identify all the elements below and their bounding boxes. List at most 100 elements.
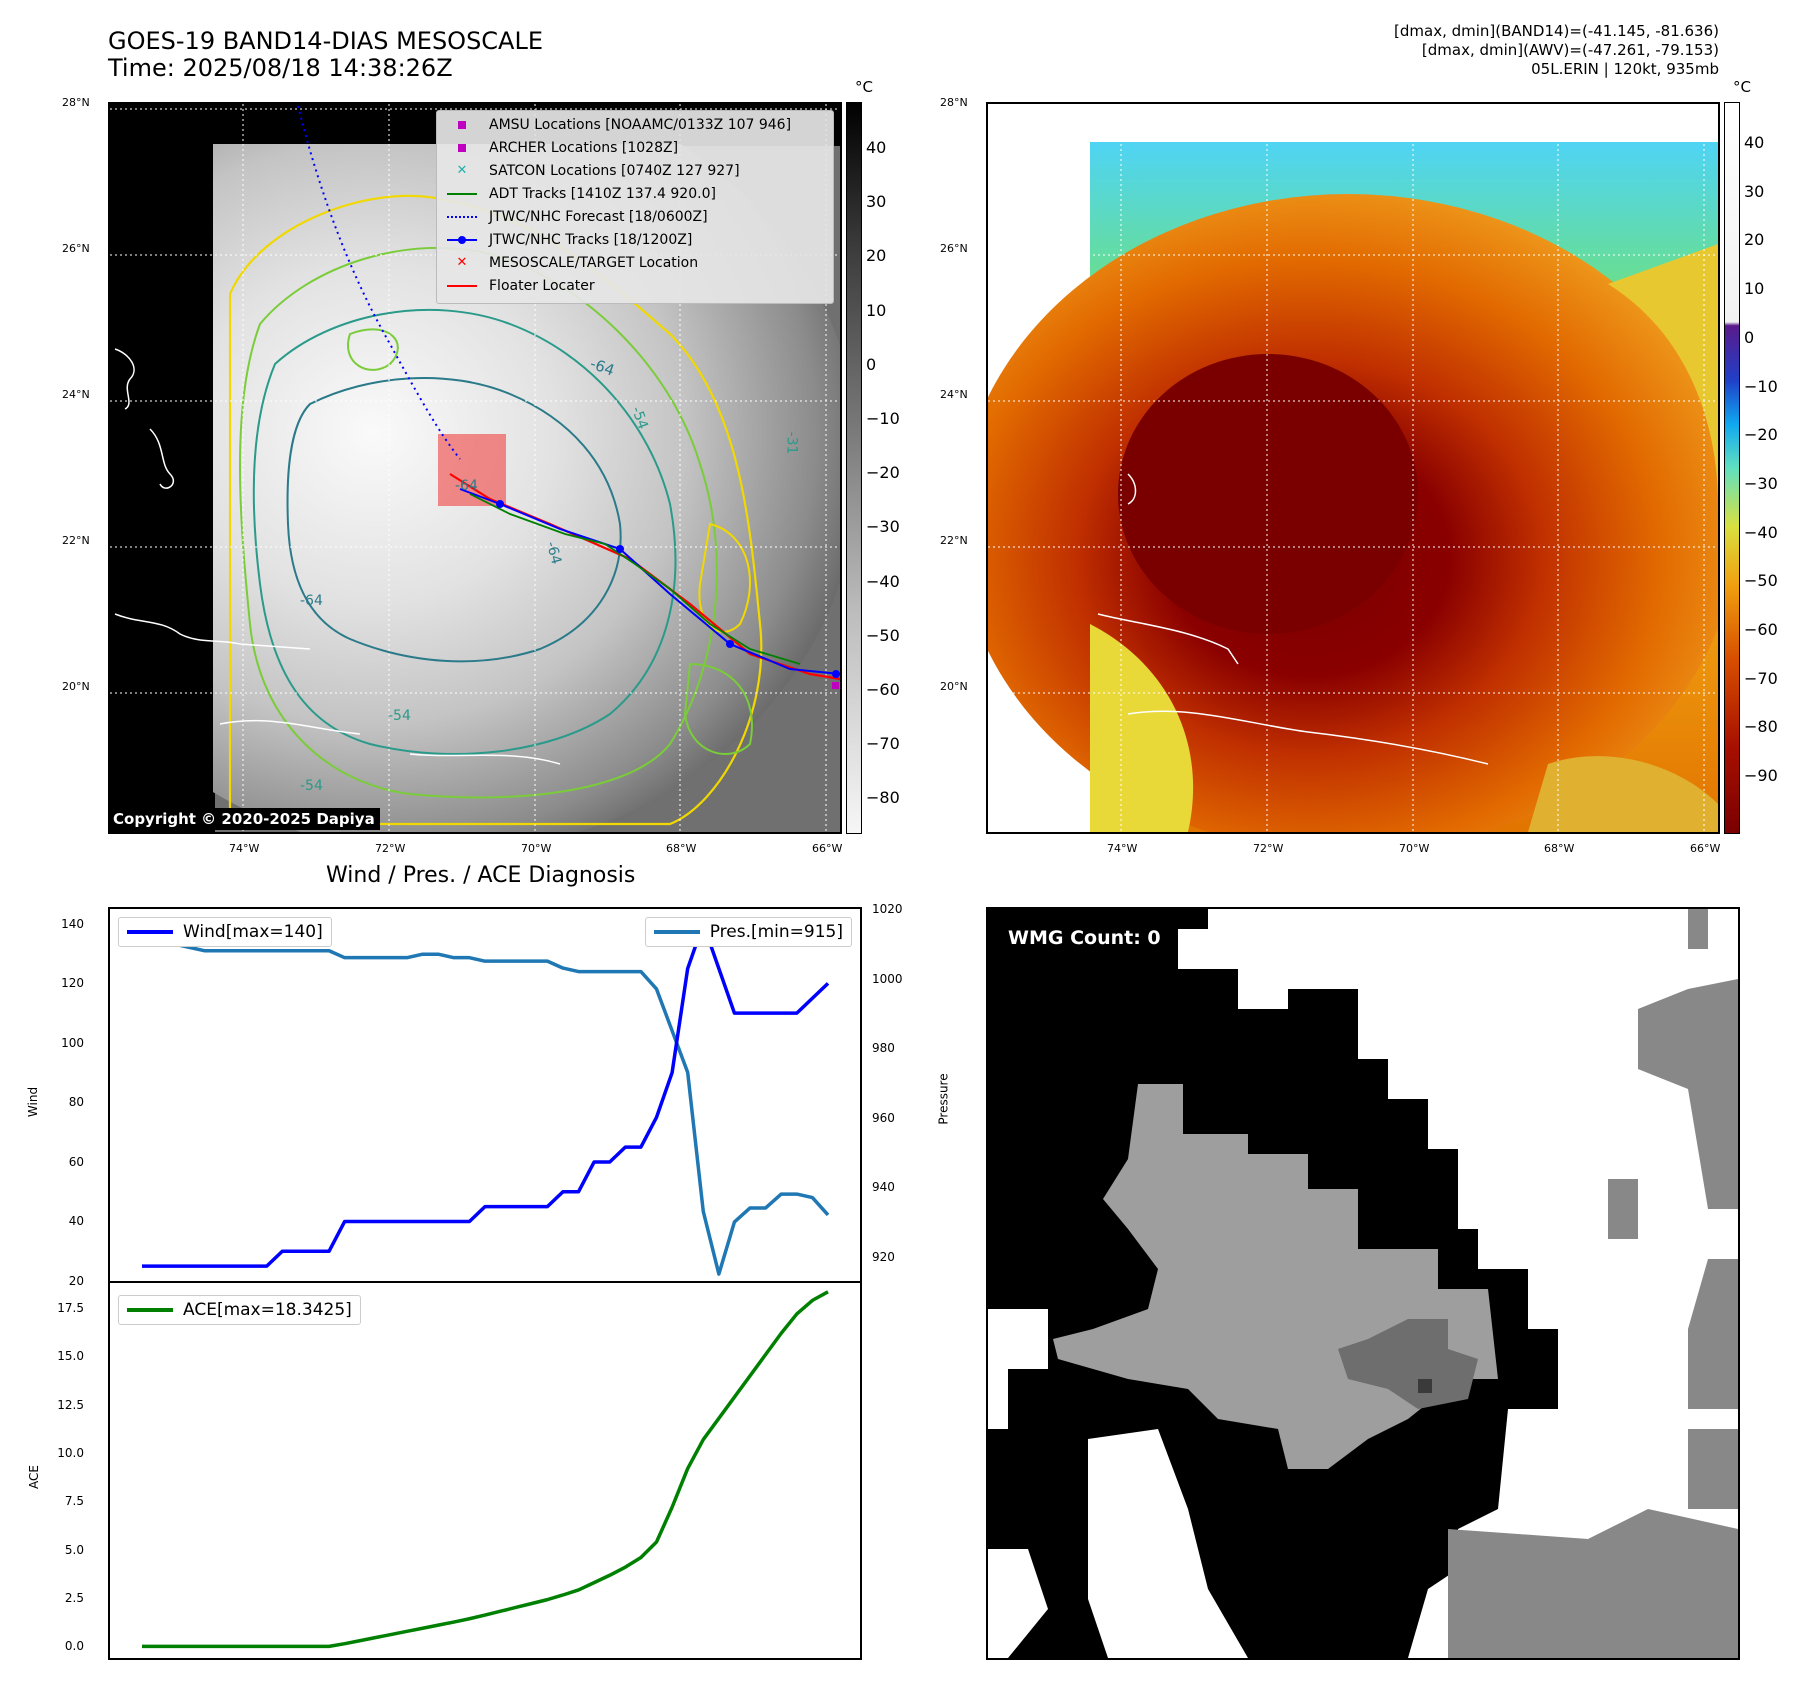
lon-tick-label: 68°W — [666, 842, 697, 855]
pres-tick-label: 920 — [872, 1249, 895, 1264]
color-colorbar-tick-label: 40 — [1744, 133, 1765, 152]
pres-tick-label: 940 — [872, 1180, 895, 1195]
lon-tick-label: 66°W — [1690, 842, 1721, 855]
color-colorbar-unit: °C — [1733, 78, 1751, 96]
ir-colorbar-tick-label: −70 — [866, 734, 900, 754]
ir-map-panel: AMSU Locations [NOAAMC/0133Z 107 946] AR… — [108, 102, 842, 834]
ace-tick-label: 0.0 — [64, 1639, 84, 1654]
info-band14-range: [dmax, dmin](BAND14)=(-41.145, -81.636) — [1394, 22, 1719, 40]
ace-legend-label: ACE[max=18.3425] — [183, 1300, 352, 1320]
ir-colorbar-tick-label: 20 — [866, 246, 887, 266]
copyright-label: Copyright © 2020-2025 Dapiya — [108, 808, 380, 830]
lon-tick-label: 72°W — [1253, 842, 1284, 855]
pressure-series-line — [142, 924, 830, 1276]
ir-colorbar-tick-label: 10 — [866, 300, 887, 320]
info-storm: 05L.ERIN | 120kt, 935mb — [1531, 60, 1719, 78]
ace-series-line — [142, 1290, 829, 1649]
lat-tick-label: 22°N — [62, 534, 90, 547]
ace-tick-label: 2.5 — [64, 1591, 84, 1606]
info-awv-range: [dmax, dmin](AWV)=(-47.261, -79.153) — [1421, 41, 1719, 59]
title-line-2: Time: 2025/08/18 14:38:26Z — [108, 54, 453, 82]
color-map-image — [988, 104, 1718, 832]
pres-tick-label: 1020 — [872, 902, 903, 916]
color-colorbar-tick-label: −10 — [1744, 376, 1778, 396]
legend-item-amsu: AMSU Locations [NOAAMC/0133Z 107 946] — [437, 113, 833, 136]
color-colorbar-tick-label: −70 — [1744, 668, 1778, 688]
color-colorbar-tick-label: −60 — [1744, 620, 1778, 639]
ace-legend: ACE[max=18.3425] — [118, 1295, 361, 1325]
contour-label: -64 — [455, 478, 478, 494]
ace-chart — [142, 1290, 829, 1649]
pres-tick-label: 980 — [872, 1041, 895, 1056]
diagnosis-title: Wind / Pres. / ACE Diagnosis — [326, 863, 636, 888]
legend-item-satcon: ✕ SATCON Locations [0740Z 127 927] — [456, 162, 740, 179]
lat-tick-label: 20°N — [940, 680, 968, 693]
lat-tick-label: 20°N — [62, 680, 90, 693]
pres-tick-label: 1000 — [872, 971, 903, 986]
lon-tick-label: 72°W — [375, 842, 406, 855]
wind-tick-label: 60 — [68, 1154, 84, 1169]
pres-ylabel: Pressure — [936, 1073, 951, 1125]
ace-tick-label: 7.5 — [64, 1494, 84, 1509]
ir-colorbar-tick-label: −50 — [866, 625, 900, 645]
wind-legend: Wind[max=140] — [118, 917, 332, 947]
ir-colorbar-tick-label: 0 — [866, 354, 877, 374]
lat-tick-label: 26°N — [62, 242, 90, 255]
lat-tick-label: 24°N — [62, 388, 90, 401]
ace-tick-label: 12.5 — [57, 1397, 84, 1412]
ir-colorbar-unit: °C — [855, 78, 873, 96]
ir-colorbar-tick-label: −20 — [866, 463, 900, 483]
lon-tick-label: 74°W — [229, 842, 260, 855]
ir-colorbar-tick-label: −40 — [866, 571, 900, 591]
wind-series-line — [142, 922, 830, 1268]
figure-title: GOES-19 BAND14-DIAS MESOSCALE Time: 2025/… — [108, 28, 543, 82]
wind-pres-plot: Wind[max=140] Pres.[min=915] — [108, 907, 862, 1283]
lat-tick-label: 26°N — [940, 242, 968, 255]
contour-label: -31 — [783, 431, 800, 455]
lon-tick-label: 66°W — [812, 842, 843, 855]
lat-tick-label: 22°N — [940, 534, 968, 547]
ir-colorbar-tick-label: −80 — [866, 788, 900, 808]
pres-legend-label: Pres.[min=915] — [709, 922, 843, 942]
ace-tick-label: 17.5 — [57, 1301, 84, 1316]
contour-label: -54 — [388, 708, 411, 724]
ir-legend: AMSU Locations [NOAAMC/0133Z 107 946] AR… — [436, 110, 834, 304]
color-colorbar-tick-label: −40 — [1744, 522, 1778, 542]
lon-tick-label: 74°W — [1107, 842, 1138, 855]
wmg-panel: WMG Count: 0 — [986, 907, 1740, 1660]
legend-item-target: ✕ MESOSCALE/TARGET Location — [456, 254, 699, 271]
lat-tick-label: 24°N — [940, 388, 968, 401]
ace-tick-label: 10.0 — [57, 1446, 84, 1461]
lat-tick-label: 28°N — [940, 96, 968, 109]
legend-item-adt: ADT Tracks [1410Z 137.4 920.0] — [437, 182, 833, 205]
wmg-image — [988, 909, 1738, 1658]
color-colorbar — [1724, 102, 1740, 834]
ir-colorbar-tick-label: −30 — [866, 517, 900, 537]
color-colorbar-tick-label: −50 — [1744, 571, 1778, 591]
ir-colorbar-tick-label: −60 — [866, 680, 900, 699]
ir-colorbar-tick-label: 30 — [866, 192, 887, 212]
wind-tick-label: 120 — [61, 976, 84, 991]
color-colorbar-tick-label: 20 — [1744, 230, 1765, 250]
ir-colorbar — [846, 102, 862, 834]
legend-item-tracks: JTWC/NHC Tracks [18/1200Z] — [437, 228, 833, 251]
color-colorbar-tick-label: 10 — [1744, 279, 1765, 299]
ir-colorbar-tick-label: −10 — [866, 409, 900, 428]
color-map-panel — [986, 102, 1720, 834]
ace-tick-label: 5.0 — [64, 1542, 84, 1557]
lat-tick-label: 28°N — [62, 96, 90, 109]
contour-label: -64 — [300, 593, 323, 609]
wind-tick-label: 80 — [68, 1095, 84, 1110]
legend-item-archer: ARCHER Locations [1028Z] — [437, 136, 833, 159]
color-colorbar-tick-label: 0 — [1744, 327, 1755, 347]
color-colorbar-tick-label: −80 — [1744, 717, 1778, 737]
pres-tick-label: 960 — [872, 1110, 895, 1125]
color-colorbar-tick-label: −20 — [1744, 425, 1778, 445]
color-colorbar-tick-label: −30 — [1744, 473, 1778, 493]
color-colorbar-tick-label: −90 — [1744, 766, 1778, 786]
legend-item-forecast: JTWC/NHC Forecast [18/0600Z] — [437, 205, 833, 228]
wind-tick-label: 20 — [68, 1274, 84, 1288]
title-line-1: GOES-19 BAND14-DIAS MESOSCALE — [108, 27, 544, 55]
lon-tick-label: 70°W — [1399, 842, 1430, 855]
legend-item-floater: Floater Locater — [437, 274, 833, 297]
